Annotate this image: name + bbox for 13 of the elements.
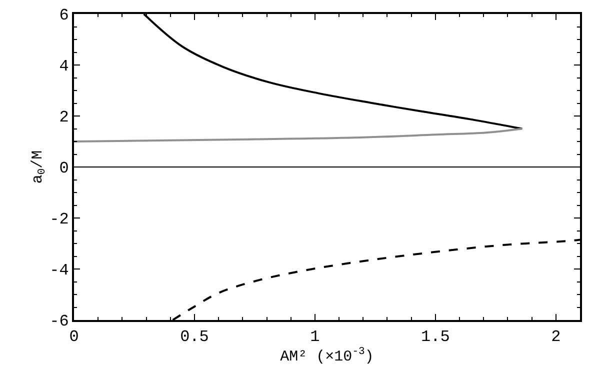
x-tick-label: 1.5 [421,328,450,346]
y-tick-label: 4 [59,58,69,76]
line-series [74,128,524,142]
x-tick-label: 2 [551,328,561,346]
y-tick-label: -2 [50,210,69,229]
x-axis-title: AM² (×10$^{-3}$) [280,346,374,366]
y-tick-label: 6 [59,6,69,25]
y-tick-label: 2 [59,108,69,127]
x-tick-label: 0.5 [180,328,209,346]
y-tick-label: -6 [50,312,69,331]
y-tick-label: -4 [50,262,69,280]
y-tick-label: 0 [59,160,69,178]
x-tick-label: 1 [310,328,320,346]
